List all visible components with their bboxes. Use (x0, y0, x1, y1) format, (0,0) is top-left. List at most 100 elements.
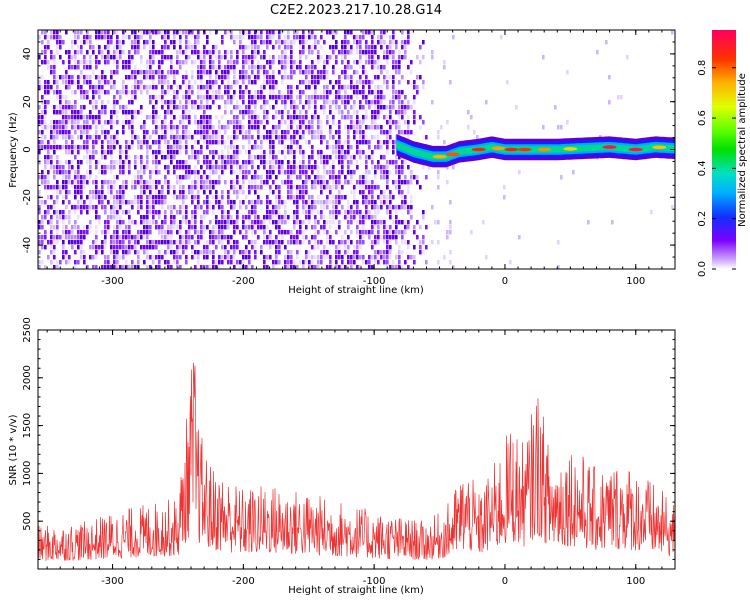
heatmap-cell (179, 125, 182, 130)
heatmap-cell (86, 95, 89, 100)
heatmap-cell (158, 115, 161, 120)
heatmap-cell (404, 260, 407, 265)
heatmap-cell (398, 65, 401, 70)
heatmap-cell (119, 105, 122, 110)
heatmap-cell (212, 60, 215, 65)
heatmap-cell (203, 190, 206, 195)
heatmap-cell (266, 80, 269, 85)
heatmap-cell (416, 180, 419, 185)
heatmap-cell (377, 90, 380, 95)
heatmap-cell (71, 90, 74, 95)
heatmap-cell (110, 265, 113, 270)
heatmap-cell (140, 90, 143, 95)
heatmap-cell (227, 240, 230, 245)
heatmap-cell (107, 130, 110, 135)
heatmap-cell (161, 205, 164, 210)
heatmap-cell (326, 255, 329, 260)
heatmap-cell (86, 155, 89, 160)
heatmap-cell (188, 90, 191, 95)
heatmap-cell (266, 70, 269, 75)
heatmap-cell (77, 145, 80, 150)
heatmap-cell (362, 190, 365, 195)
heatmap-cell (68, 215, 71, 220)
heatmap-cell (287, 215, 290, 220)
heatmap-cell (77, 75, 80, 80)
heatmap-cell (362, 195, 365, 200)
heatmap-cell (203, 245, 206, 250)
heatmap-cell (362, 35, 365, 40)
heatmap-cell (191, 200, 194, 205)
heatmap-cell (311, 150, 314, 155)
heatmap-cell (182, 145, 185, 150)
heatmap-cell (284, 105, 287, 110)
heatmap-cell (206, 250, 209, 255)
heatmap-cell (104, 30, 107, 35)
heatmap-cell (128, 110, 131, 115)
heatmap-cell (206, 210, 209, 215)
heatmap-cell (383, 55, 386, 60)
heatmap-cell (209, 200, 212, 205)
heatmap-cell (287, 75, 290, 80)
heatmap-cell (293, 70, 296, 75)
heatmap-cell (500, 35, 503, 40)
heatmap-cell (89, 195, 92, 200)
heatmap-cell (281, 215, 284, 220)
heatmap-cell (65, 95, 68, 100)
heatmap-cell (299, 120, 302, 125)
heatmap-cell (218, 180, 221, 185)
heatmap-cell (89, 165, 92, 170)
heatmap-cell (242, 170, 245, 175)
heatmap-cell (452, 165, 455, 170)
heatmap-cell (314, 95, 317, 100)
heatmap-cell (287, 45, 290, 50)
heatmap-cell (293, 185, 296, 190)
heatmap-cell (176, 145, 179, 150)
heatmap-cell (278, 250, 281, 255)
heatmap-cell (149, 100, 152, 105)
heatmap-cell (59, 165, 62, 170)
heatmap-cell (164, 220, 167, 225)
heatmap-cell (119, 150, 122, 155)
heatmap-cell (140, 80, 143, 85)
heatmap-cell (71, 145, 74, 150)
heatmap-cell (182, 120, 185, 125)
heatmap-cell (305, 125, 308, 130)
heatmap-cell (248, 170, 251, 175)
heatmap-cell (335, 180, 338, 185)
heatmap-cell (329, 45, 332, 50)
heatmap-cell (116, 40, 119, 45)
heatmap-cell (356, 225, 359, 230)
heatmap-cell (338, 130, 341, 135)
heatmap-cell (155, 125, 158, 130)
heatmap-cell (221, 95, 224, 100)
heatmap-cell (221, 190, 224, 195)
heatmap-cell (317, 155, 320, 160)
heatmap-cell (371, 185, 374, 190)
heatmap-cell (188, 185, 191, 190)
heatmap-cell (98, 200, 101, 205)
heatmap-cell (329, 145, 332, 150)
heatmap-cell (56, 165, 59, 170)
heatmap-cell (407, 115, 410, 120)
heatmap-cell (368, 195, 371, 200)
heatmap-cell (221, 70, 224, 75)
heatmap-cell (233, 120, 236, 125)
heatmap-cell (266, 180, 269, 185)
heatmap-cell (374, 100, 377, 105)
heatmap-cell (302, 155, 305, 160)
heatmap-cell (44, 115, 47, 120)
heatmap-cell (137, 140, 140, 145)
heatmap-cell (305, 35, 308, 40)
heatmap-cell (305, 65, 308, 70)
heatmap-cell (284, 230, 287, 235)
heatmap-cell (302, 40, 305, 45)
heatmap-cell (260, 185, 263, 190)
heatmap-cell (299, 55, 302, 60)
heatmap-cell (224, 255, 227, 260)
heatmap-cell (236, 215, 239, 220)
heatmap-cell (266, 160, 269, 165)
heatmap-cell (122, 255, 125, 260)
heatmap-cell (281, 55, 284, 60)
heatmap-cell (155, 185, 158, 190)
heatmap-cell (167, 245, 170, 250)
